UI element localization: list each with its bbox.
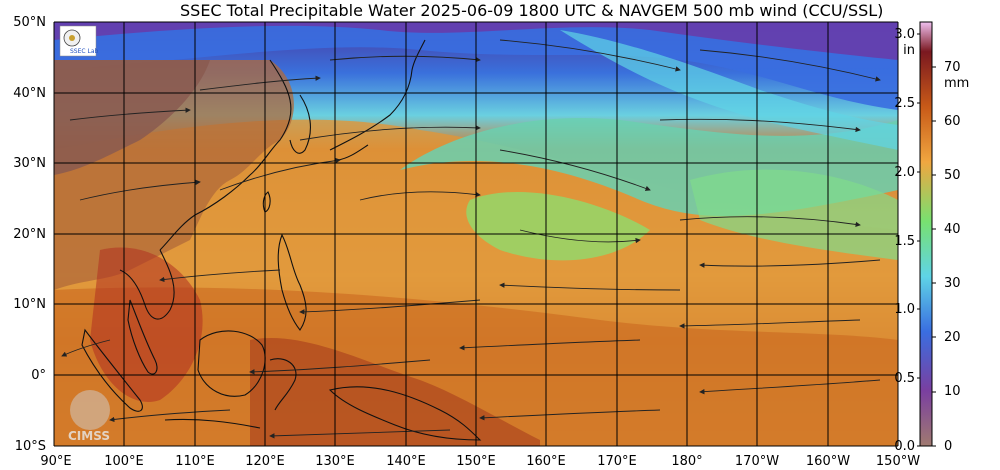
- logo-text: SSEC Lab: [70, 48, 99, 55]
- lat-label: 30°N: [13, 156, 46, 171]
- map-title: SSEC Total Precipitable Water 2025-06-09…: [180, 1, 884, 20]
- colorbar: 0.0 0.5 1.0 1.5 2.0 2.5 3.0 in 0 10 20 3…: [894, 21, 969, 454]
- lon-label: 170°E: [597, 454, 637, 469]
- inch-tick: 2.5: [894, 96, 915, 111]
- lon-label: 120°E: [245, 454, 285, 469]
- lon-label: 170°W: [735, 454, 779, 469]
- inch-tick: 2.0: [894, 165, 915, 180]
- inch-tick: 0.5: [894, 371, 915, 386]
- mm-tick-marks: [932, 66, 936, 447]
- lon-label: 150°W: [876, 454, 920, 469]
- mm-tick: 50: [944, 168, 961, 183]
- inch-tick: 1.5: [894, 234, 915, 249]
- mm-tick: 10: [944, 384, 961, 399]
- mm-ticks: 0 10 20 30 40 50 60 70 mm: [944, 60, 969, 454]
- lon-label: 160°E: [526, 454, 566, 469]
- lat-labels: 50°N 40°N 30°N 20°N 10°N 0° 10°S: [13, 15, 46, 454]
- mm-tick: 0: [944, 439, 952, 454]
- lon-label: 130°E: [315, 454, 355, 469]
- mm-tick: 30: [944, 276, 961, 291]
- lat-label: 0°: [31, 368, 46, 383]
- lat-label: 20°N: [13, 227, 46, 242]
- cimss-watermark: CIMSS: [68, 390, 110, 443]
- svg-text:CIMSS: CIMSS: [68, 429, 110, 443]
- mm-unit: mm: [944, 76, 969, 91]
- lat-label: 10°S: [15, 439, 46, 454]
- wind-streamlines: [61, 39, 881, 439]
- lon-label: 150°E: [456, 454, 496, 469]
- inch-unit: in: [903, 43, 915, 58]
- lon-label: 140°E: [386, 454, 426, 469]
- lon-labels: 90°E 100°E 110°E 120°E 130°E 140°E 150°E…: [40, 454, 920, 469]
- graticule: [53, 21, 899, 447]
- inch-tick: 3.0: [894, 27, 915, 42]
- inch-tick-marks: [917, 33, 920, 447]
- mm-tick: 40: [944, 222, 961, 237]
- lon-label: 100°E: [104, 454, 144, 469]
- colorbar-scale: [919, 21, 933, 447]
- inch-tick: 0.0: [894, 439, 915, 454]
- lon-label: 110°E: [175, 454, 215, 469]
- lon-label: 90°E: [40, 454, 71, 469]
- lat-label: 40°N: [13, 86, 46, 101]
- lon-label: 180°: [671, 454, 702, 469]
- inch-tick: 1.0: [894, 302, 915, 317]
- mm-tick: 60: [944, 114, 961, 129]
- lat-label: 10°N: [13, 297, 46, 312]
- lat-label: 50°N: [13, 15, 46, 30]
- mm-tick: 70: [944, 60, 961, 75]
- lon-label: 160°W: [806, 454, 850, 469]
- mm-tick: 20: [944, 330, 961, 345]
- ssec-logo: SSEC Lab: [59, 25, 99, 57]
- inch-ticks: 0.0 0.5 1.0 1.5 2.0 2.5 3.0 in: [894, 27, 915, 454]
